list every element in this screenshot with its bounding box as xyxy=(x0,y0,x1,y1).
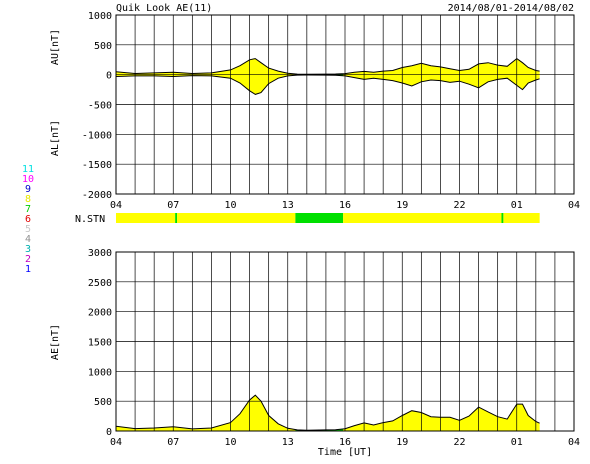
ae-area-fill xyxy=(116,395,540,431)
x-tick-label: 10 xyxy=(224,200,236,211)
y-tick-label: -2000 xyxy=(82,190,112,201)
x-tick-label: 04 xyxy=(110,437,122,448)
al-axis-label: AL[nT] xyxy=(50,120,61,156)
nstn-bar xyxy=(116,213,540,223)
station-legend-entry: 2 xyxy=(25,254,31,265)
al-trace-line xyxy=(115,74,540,95)
au-area-fill xyxy=(116,58,540,75)
nstn-segment-yellow xyxy=(503,213,540,223)
ae-trace-line xyxy=(115,394,540,431)
x-tick-label: 10 xyxy=(224,437,236,448)
nstn-segment-green xyxy=(295,213,344,223)
x-tick-label: 07 xyxy=(167,200,179,211)
y-tick-label: 500 xyxy=(94,397,112,408)
y-tick-label: -1000 xyxy=(82,130,112,141)
ae-grid xyxy=(115,251,575,432)
y-tick-label: 500 xyxy=(94,41,112,52)
nstn-segment-green xyxy=(501,213,504,223)
panel-frame xyxy=(115,251,575,432)
ae-axis-label: AE[nT] xyxy=(50,324,61,360)
au-trace-line xyxy=(115,57,540,75)
y-tick-label: 2000 xyxy=(88,308,112,319)
y-tick-label: -1500 xyxy=(82,160,112,171)
y-tick-label: 3000 xyxy=(88,248,112,259)
station-legend-entry: 6 xyxy=(25,214,31,225)
x-tick-label: 04 xyxy=(568,437,580,448)
station-legend-entry: 7 xyxy=(25,204,31,215)
y-tick-label: 2500 xyxy=(88,278,112,289)
station-legend-entry: 3 xyxy=(25,244,31,255)
x-tick-label: 22 xyxy=(453,200,465,211)
y-tick-label: 1000 xyxy=(88,11,112,22)
station-legend-entry: 8 xyxy=(25,194,31,205)
x-tick-label: 13 xyxy=(282,437,294,448)
nstn-segment-yellow xyxy=(177,213,296,223)
y-tick-label: -500 xyxy=(88,101,112,112)
au-al-trace-layer xyxy=(115,57,540,95)
x-tick-label: 13 xyxy=(282,200,294,211)
al-area-fill xyxy=(116,74,540,95)
x-tick-label: 01 xyxy=(511,437,523,448)
nstn-segment-green xyxy=(175,213,178,223)
nstn-segment-yellow xyxy=(116,213,176,223)
station-legend-entry: 5 xyxy=(25,224,31,235)
au-axis-label: AU[nT] xyxy=(50,29,61,65)
x-tick-label: 16 xyxy=(339,200,351,211)
x-tick-label: 04 xyxy=(568,200,580,211)
station-legend-entry: 1 xyxy=(25,264,31,275)
station-legend-entry: 10 xyxy=(22,174,34,185)
nstn-label: N.STN xyxy=(75,214,105,225)
station-legend-entry: 11 xyxy=(22,164,34,175)
y-tick-label: 0 xyxy=(106,427,112,438)
x-tick-label: 01 xyxy=(511,200,523,211)
ae-fill-layer xyxy=(116,395,540,431)
y-tick-label: 1000 xyxy=(88,367,112,378)
x-tick-label: 19 xyxy=(396,200,408,211)
x-tick-label: 22 xyxy=(453,437,465,448)
figure-title: Quik Look AE(11) xyxy=(116,3,212,14)
y-tick-label: 0 xyxy=(106,71,112,82)
y-tick-label: 1500 xyxy=(88,338,112,349)
x-tick-label: 07 xyxy=(167,437,179,448)
station-legend-entry: 9 xyxy=(25,184,31,195)
ae-trace-layer xyxy=(115,394,540,431)
date-range: 2014/08/01-2014/08/02 xyxy=(448,3,574,14)
panel-frame xyxy=(115,14,575,195)
nstn-segment-yellow xyxy=(343,213,502,223)
x-tick-label: 04 xyxy=(110,200,122,211)
x-tick-label: 19 xyxy=(396,437,408,448)
station-legend-entry: 4 xyxy=(25,234,31,245)
time-axis-label: Time [UT] xyxy=(318,447,372,458)
x-tick-label: 16 xyxy=(339,437,351,448)
au-al-grid xyxy=(115,14,575,195)
